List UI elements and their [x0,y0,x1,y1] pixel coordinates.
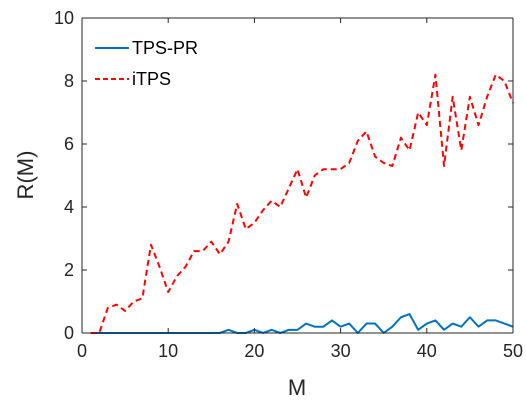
x-tick-label: 0 [77,341,87,361]
ticks-layer: 0 10 20 30 40 50 0 2 4 6 8 10 [54,8,523,361]
legend-label-itps: iTPS [132,69,171,89]
x-axis-label: M [288,375,306,400]
legend-box [87,30,215,94]
axes-layer [81,17,514,334]
y-tick-label: 8 [64,71,74,91]
y-tick-label: 4 [64,197,74,217]
y-axis-label: R(M) [13,151,38,200]
series-line-itps [90,73,514,334]
x-tick-label: 40 [417,341,437,361]
y-tick-label: 10 [54,8,74,28]
legend-label-tps-pr: TPS-PR [132,38,198,58]
x-tick-label: 10 [158,341,178,361]
y-tick-label: 2 [64,260,74,280]
legend: TPS-PR iTPS [87,30,215,94]
x-tick-label: 50 [503,341,523,361]
y-tick-label: 0 [64,323,74,343]
y-tick-label: 6 [64,134,74,154]
x-tick-label: 20 [244,341,264,361]
x-tick-label: 30 [331,341,351,361]
